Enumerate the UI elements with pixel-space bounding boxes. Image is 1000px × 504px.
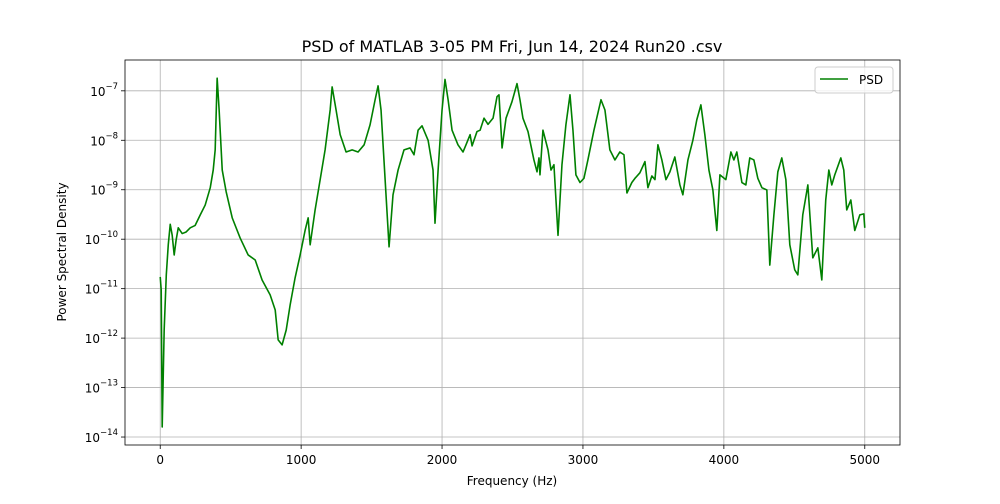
y-tick-label: 10−9 <box>90 181 118 198</box>
y-tick-label: 10−11 <box>85 280 118 297</box>
y-tick-label: 10−13 <box>85 379 118 396</box>
x-axis-label: Frequency (Hz) <box>467 474 558 488</box>
y-tick-label: 10−10 <box>85 230 118 247</box>
x-tick-label: 2000 <box>427 453 458 467</box>
data-line <box>159 77 866 428</box>
legend-box <box>814 66 894 94</box>
y-tick-label: 10−14 <box>85 428 118 445</box>
x-tick-label: 5000 <box>849 453 880 467</box>
y-tick-label: 10−7 <box>90 82 118 99</box>
x-tick-label: 1000 <box>286 453 317 467</box>
x-tick-label: 0 <box>156 453 164 467</box>
y-axis-label: Power Spectral Density <box>55 182 69 321</box>
legend-label: PSD <box>859 73 883 87</box>
x-tick-label: 4000 <box>709 453 740 467</box>
y-tick-label: 10−8 <box>90 131 118 148</box>
chart-title: PSD of MATLAB 3-05 PM Fri, Jun 14, 2024 … <box>302 37 723 56</box>
y-tick-label: 10−12 <box>85 329 118 346</box>
x-tick-label: 3000 <box>568 453 599 467</box>
axes-frame <box>124 59 901 446</box>
